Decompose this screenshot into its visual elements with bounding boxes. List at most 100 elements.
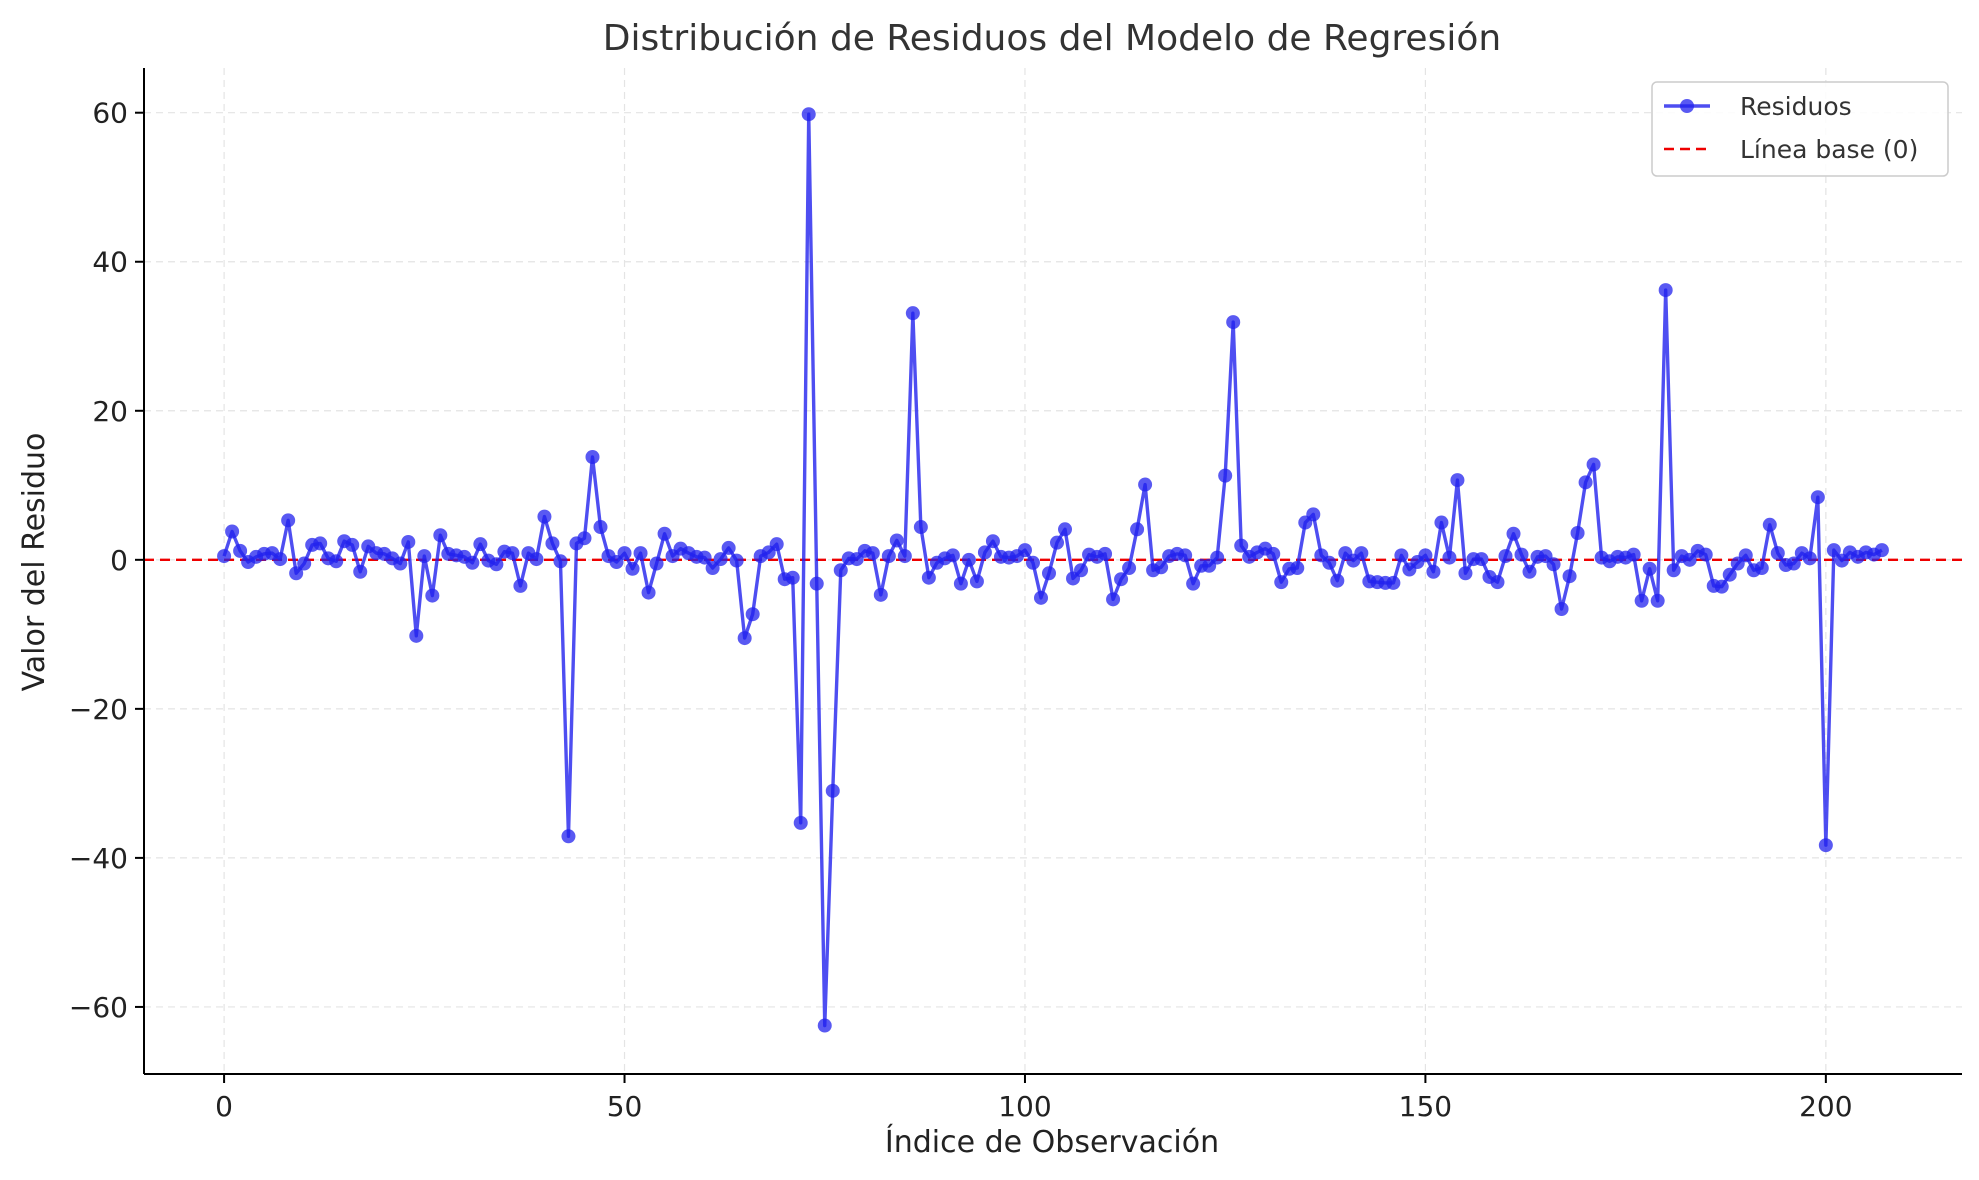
residual-point <box>545 536 560 551</box>
residual-point <box>1274 575 1289 590</box>
residual-point <box>1546 557 1561 572</box>
residual-point <box>713 552 728 567</box>
residual-point <box>353 564 368 579</box>
y-axis-label: Valor del Residuo <box>17 433 52 692</box>
residual-point <box>537 509 552 524</box>
residual-point <box>905 306 920 321</box>
residual-point <box>577 531 592 546</box>
residual-point <box>1650 593 1665 608</box>
tick-labels: 0 50 100 150 200 −60 −40 −20 0 20 40 60 <box>69 97 1853 1123</box>
residual-point <box>1458 566 1473 581</box>
residual-point <box>417 549 432 564</box>
residual-point <box>1050 535 1064 550</box>
series-layer <box>217 107 1889 1033</box>
residual-point <box>1290 561 1305 576</box>
residual-point <box>505 546 520 561</box>
residual-point <box>217 549 232 564</box>
residual-point <box>1394 548 1409 563</box>
residual-point <box>1450 473 1465 488</box>
chart-title: Distribución de Residuos del Modelo de R… <box>603 18 1501 59</box>
residual-point <box>409 628 424 643</box>
residual-point <box>1138 477 1153 492</box>
residual-point <box>1578 475 1593 490</box>
residual-point <box>825 783 840 798</box>
residual-point <box>1762 517 1777 532</box>
residual-point <box>1786 556 1801 571</box>
residual-point <box>1498 549 1513 564</box>
residual-point <box>1666 563 1681 578</box>
residual-point <box>1682 552 1697 567</box>
y-tick-label: −60 <box>69 991 128 1024</box>
residual-point <box>897 549 912 564</box>
residual-point <box>593 520 608 535</box>
residual-point <box>1322 555 1337 570</box>
x-tick-label: 100 <box>998 1090 1051 1123</box>
residual-point <box>833 563 848 578</box>
residual-point <box>1218 468 1233 483</box>
residual-point <box>1210 550 1225 565</box>
residual-point <box>737 631 752 646</box>
residual-point <box>225 524 240 539</box>
residual-point <box>1722 567 1737 582</box>
residual-point <box>1033 590 1048 605</box>
residual-point <box>945 548 960 563</box>
residual-point <box>553 554 568 569</box>
residual-point <box>1818 838 1833 853</box>
residual-point <box>297 556 312 571</box>
residual-point <box>961 552 976 567</box>
residual-point <box>721 540 736 555</box>
residual-point <box>697 550 712 565</box>
residual-point <box>273 552 288 567</box>
residual-point <box>1434 515 1449 530</box>
residual-point <box>281 513 296 528</box>
residual-point <box>1570 526 1585 540</box>
residual-point <box>561 829 576 844</box>
residual-point <box>657 526 672 541</box>
residual-point <box>1522 564 1537 579</box>
residual-point <box>513 578 528 593</box>
residual-point <box>489 557 504 572</box>
residual-point <box>1554 602 1569 616</box>
residual-point <box>1386 575 1401 590</box>
residual-point <box>1058 522 1073 537</box>
residual-point <box>1098 546 1113 561</box>
residual-point <box>1626 547 1641 562</box>
residual-point <box>529 552 544 567</box>
x-tick-label: 200 <box>1799 1090 1852 1123</box>
residual-point <box>729 553 744 568</box>
residual-point <box>345 537 360 552</box>
legend: Residuos Línea base (0) <box>1651 81 1949 177</box>
residual-point <box>1874 543 1889 558</box>
residual-point <box>1186 576 1201 591</box>
residual-point <box>953 576 968 591</box>
residual-point <box>393 556 408 571</box>
legend-baseline-label: Línea base (0) <box>1740 135 1918 164</box>
residual-point <box>1418 548 1433 563</box>
residual-point <box>1130 522 1145 537</box>
y-tick-label: 20 <box>92 395 128 428</box>
y-tick-label: −20 <box>69 693 128 726</box>
residual-point <box>1426 564 1441 579</box>
residual-point <box>969 574 984 589</box>
residual-point <box>1754 561 1769 576</box>
residual-point <box>745 607 760 622</box>
residual-point <box>873 587 888 602</box>
residual-point <box>1330 573 1345 588</box>
residual-point <box>401 534 416 549</box>
residual-point <box>1490 575 1505 590</box>
y-tick-label: 0 <box>110 544 128 577</box>
residual-point <box>313 536 328 551</box>
residual-point <box>817 1018 832 1033</box>
residual-point <box>633 546 648 561</box>
residual-point <box>329 554 344 569</box>
x-tick-label: 150 <box>1399 1090 1452 1123</box>
residual-point <box>425 588 440 603</box>
residual-point <box>1234 538 1249 553</box>
y-tick-label: −40 <box>69 842 128 875</box>
residual-point <box>985 534 1000 549</box>
residual-point <box>1474 552 1489 567</box>
residual-point <box>1770 546 1785 561</box>
residual-point <box>289 566 304 581</box>
x-tick-label: 50 <box>607 1090 643 1123</box>
residual-point <box>705 561 720 576</box>
